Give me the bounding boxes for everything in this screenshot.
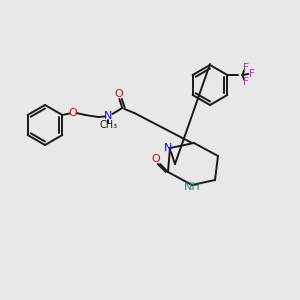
- Text: F: F: [243, 77, 249, 87]
- Text: N: N: [164, 143, 172, 153]
- Text: O: O: [114, 89, 123, 99]
- Text: F: F: [249, 69, 255, 79]
- Text: CH₃: CH₃: [99, 120, 117, 130]
- Text: NH: NH: [184, 182, 200, 192]
- Text: O: O: [152, 154, 160, 164]
- Text: N: N: [104, 111, 112, 121]
- Text: O: O: [68, 108, 77, 118]
- Text: F: F: [243, 63, 249, 73]
